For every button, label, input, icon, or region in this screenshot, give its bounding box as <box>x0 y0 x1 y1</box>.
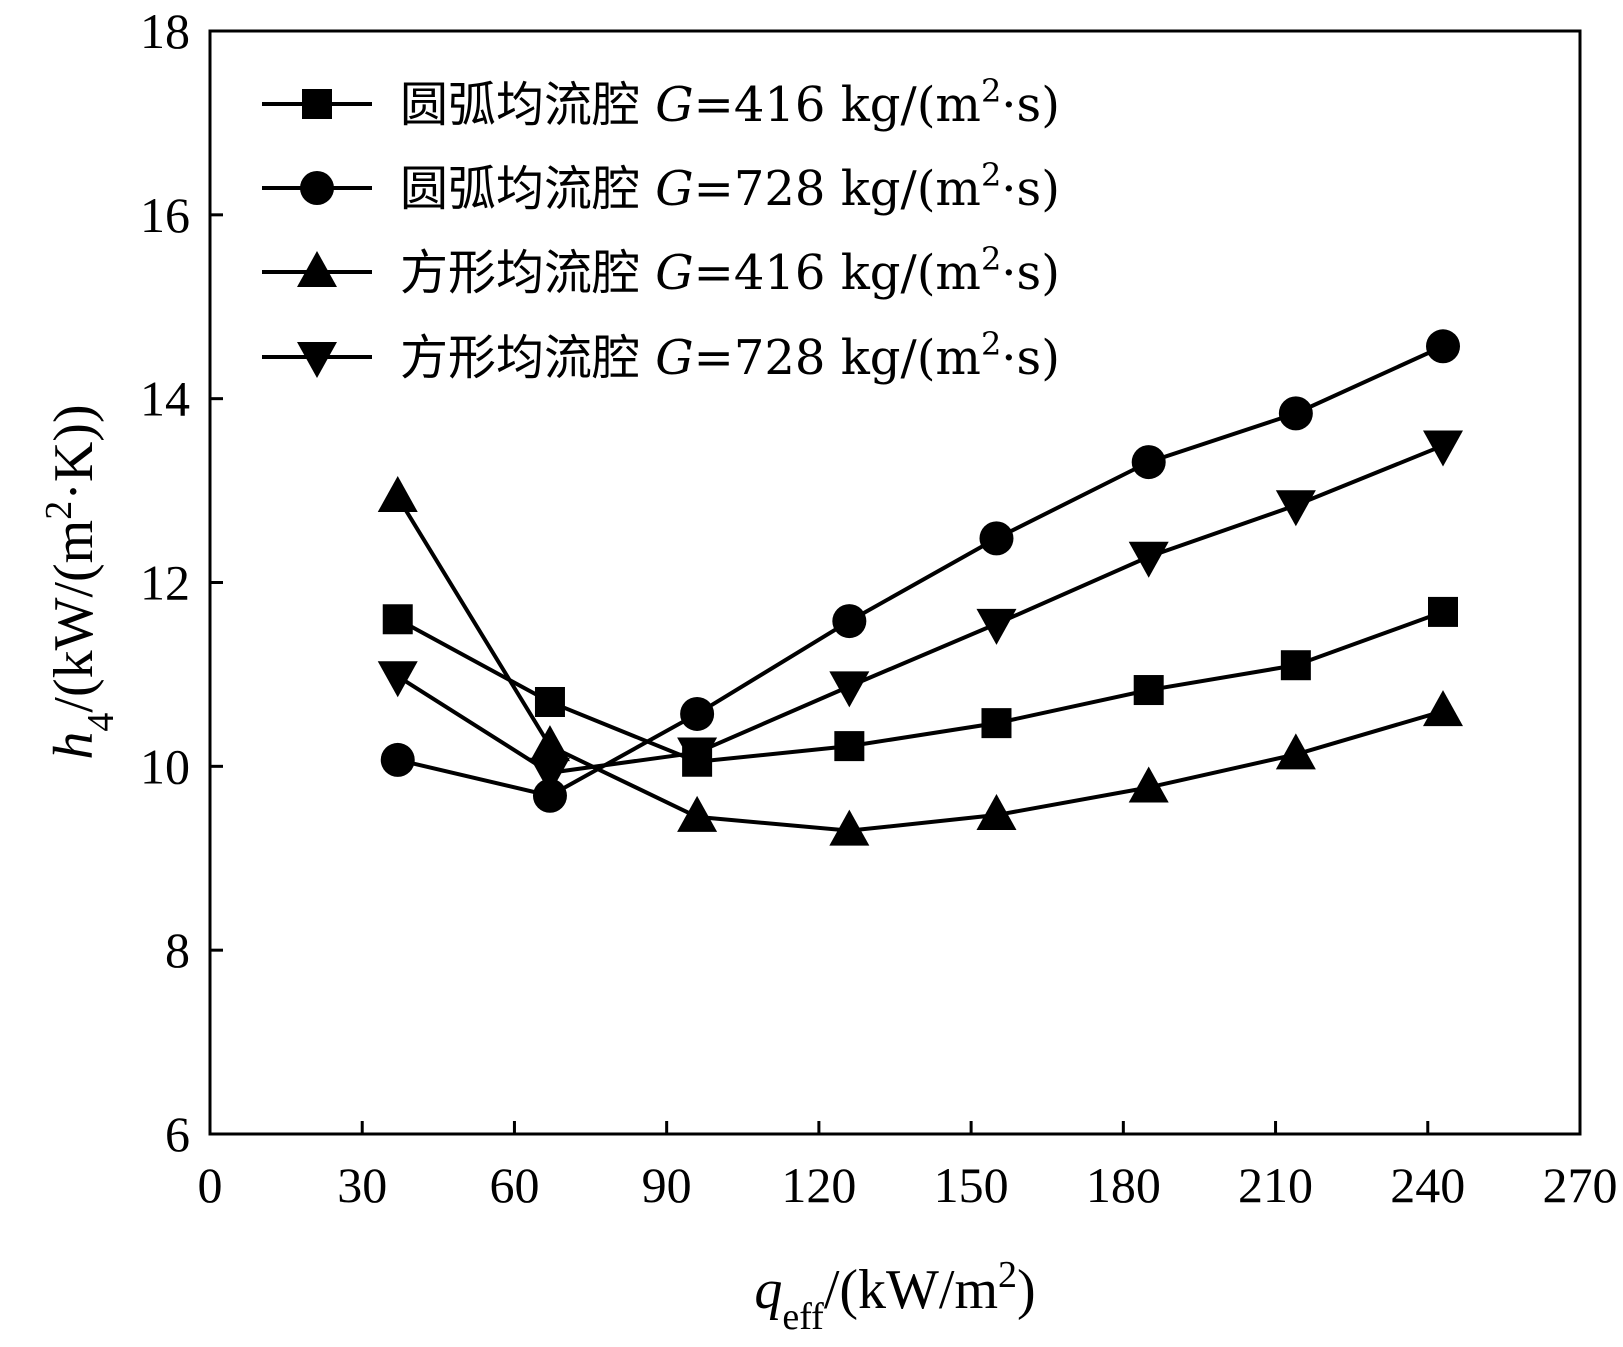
data-point-triangle-down <box>829 671 870 708</box>
y-tick-label: 12 <box>140 555 190 611</box>
data-point-triangle-up <box>976 794 1017 831</box>
x-tick-label: 270 <box>1543 1157 1618 1213</box>
data-point-triangle-down <box>976 608 1017 645</box>
x-tick-label: 180 <box>1086 1157 1161 1213</box>
data-point-triangle-down <box>1128 541 1169 578</box>
data-point-square <box>1133 675 1164 706</box>
series-square <box>382 596 1458 777</box>
data-point-triangle-up <box>529 725 570 762</box>
x-tick-label: 0 <box>198 1157 223 1213</box>
ticks: 0 30 60 90 120 150 180 210 240 270 6 8 10 12 14 16 18 <box>140 3 1618 1213</box>
legend-label: 圆弧均流腔 G=728 kg/(m2·s) <box>400 156 1060 217</box>
legend-item: 圆弧均流腔 G=728 kg/(m2·s) <box>262 156 1060 217</box>
series-line-triangle-down <box>396 443 1444 775</box>
x-tick-label: 210 <box>1238 1157 1313 1213</box>
y-tick-label: 6 <box>165 1106 190 1162</box>
x-tick-label: 120 <box>781 1157 856 1213</box>
legend-marker-triangle-up <box>297 251 337 287</box>
y-axis-title: h4/(kW/(m2·K)) <box>38 404 122 759</box>
data-point-circle <box>1278 396 1313 431</box>
x-axis-title: qeff/(kW/m2) <box>754 1254 1035 1338</box>
data-point-triangle-up <box>377 476 418 513</box>
data-point-square <box>1428 596 1458 627</box>
data-point-triangle-up <box>1128 766 1169 803</box>
series-circle <box>380 329 1460 813</box>
data-point-circle <box>832 604 867 639</box>
data-point-square <box>382 604 413 635</box>
data-point-triangle-up <box>1275 733 1316 770</box>
data-point-triangle-up <box>1423 690 1463 727</box>
y-tick-label: 18 <box>140 3 190 59</box>
data-point-circle <box>1426 329 1460 364</box>
series-triangle-up <box>377 476 1463 846</box>
data-point-square <box>834 731 865 762</box>
data-point-circle <box>380 742 415 777</box>
x-tick-label: 30 <box>337 1157 387 1213</box>
data-point-triangle-up <box>677 795 718 832</box>
series-triangle-down <box>377 430 1463 794</box>
data-point-circle <box>979 521 1014 556</box>
y-tick-label: 14 <box>140 371 190 427</box>
legend-item: 方形均流腔 G=416 kg/(m2·s) <box>262 240 1060 301</box>
series-lines <box>377 329 1463 846</box>
legend-item: 圆弧均流腔 G=416 kg/(m2·s) <box>262 72 1060 133</box>
legend-label: 方形均流腔 G=728 kg/(m2·s) <box>400 325 1060 386</box>
data-point-triangle-down <box>529 757 570 794</box>
data-point-square <box>534 686 565 717</box>
x-tick-label: 90 <box>642 1157 692 1213</box>
x-tick-label: 60 <box>489 1157 539 1213</box>
data-point-triangle-down <box>1423 430 1463 467</box>
legend-item: 方形均流腔 G=728 kg/(m2·s) <box>262 325 1060 386</box>
legend: 圆弧均流腔 G=416 kg/(m2·s) 圆弧均流腔 G=728 kg/(m2·… <box>262 72 1060 386</box>
y-tick-label: 8 <box>165 922 190 978</box>
legend-marker-circle <box>300 171 334 205</box>
legend-label: 圆弧均流腔 G=416 kg/(m2·s) <box>400 72 1060 133</box>
y-tick-label: 10 <box>140 738 190 794</box>
data-point-square <box>1280 650 1311 681</box>
legend-label: 方形均流腔 G=416 kg/(m2·s) <box>400 240 1060 301</box>
data-point-square <box>981 708 1012 739</box>
legend-marker-square <box>302 89 332 119</box>
legend-marker-triangle-down <box>297 342 337 378</box>
series-line-circle <box>397 344 1444 798</box>
data-point-circle <box>680 696 715 731</box>
data-point-triangle-down <box>677 737 718 774</box>
series-line-triangle-up <box>396 495 1444 833</box>
data-point-triangle-down <box>377 661 418 698</box>
x-tick-label: 150 <box>934 1157 1009 1213</box>
data-point-circle <box>1131 445 1166 480</box>
y-tick-label: 16 <box>140 187 190 243</box>
data-point-triangle-down <box>1275 490 1316 527</box>
data-point-triangle-up <box>829 809 870 846</box>
x-tick-label: 240 <box>1390 1157 1465 1213</box>
series-line-square <box>396 610 1444 764</box>
data-point-circle <box>532 778 567 813</box>
